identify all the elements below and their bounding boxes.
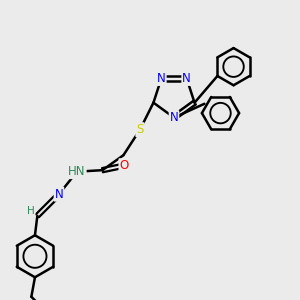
Text: O: O (119, 159, 129, 172)
Text: S: S (136, 123, 144, 136)
Text: HN: HN (68, 165, 86, 178)
Text: H: H (27, 206, 34, 216)
Text: N: N (157, 72, 166, 85)
Text: N: N (55, 188, 63, 201)
Text: N: N (169, 111, 178, 124)
Text: N: N (182, 72, 191, 85)
